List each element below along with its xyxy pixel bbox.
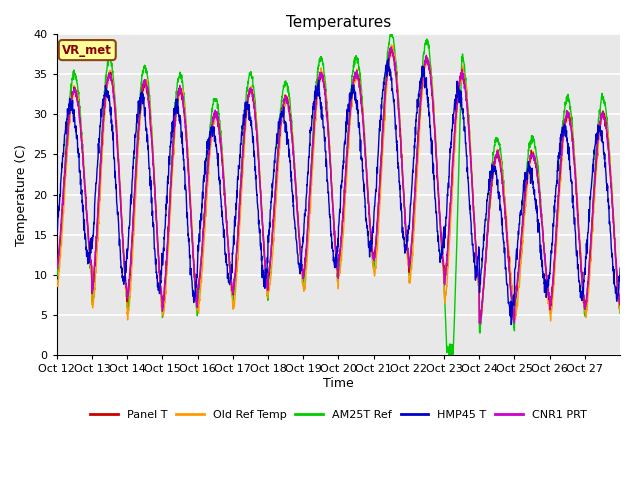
Title: Temperatures: Temperatures (286, 15, 391, 30)
Text: VR_met: VR_met (62, 44, 112, 57)
X-axis label: Time: Time (323, 377, 354, 390)
Legend: Panel T, Old Ref Temp, AM25T Ref, HMP45 T, CNR1 PRT: Panel T, Old Ref Temp, AM25T Ref, HMP45 … (86, 406, 591, 425)
Y-axis label: Temperature (C): Temperature (C) (15, 144, 28, 245)
